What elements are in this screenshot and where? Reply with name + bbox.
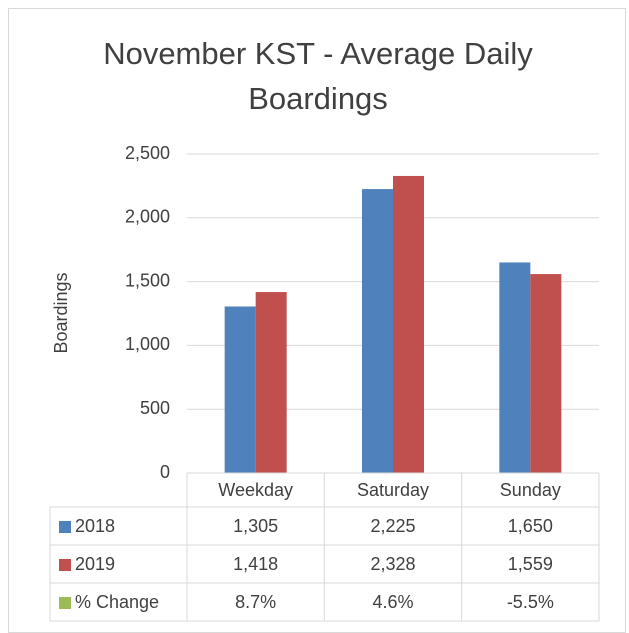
bar [393,175,424,473]
y-tick-label: 1,000 [125,334,170,354]
bar [224,306,256,473]
y-tick-label: 500 [140,398,170,418]
bar [530,274,562,473]
legend-key [59,559,71,571]
table-value: 1,559 [508,554,553,574]
y-axis-label: Boardings [51,272,71,353]
x-tick-label: Saturday [357,480,429,500]
table-value: 4.6% [372,592,413,612]
table-value: 8.7% [235,592,276,612]
chart-title: November KST - Average Daily Boardings [103,36,533,116]
y-tick-label: 0 [160,462,170,482]
legend-label: 2018 [75,516,115,536]
bar [255,292,287,473]
legend-label: 2019 [75,554,115,574]
table-value: -5.5% [507,592,554,612]
table-value: 2,225 [370,516,415,536]
y-tick-label: 2,500 [125,143,170,163]
bar [499,262,531,473]
legend-label: % Change [75,592,159,612]
x-tick-label: Sunday [500,480,561,500]
x-tick-label: Weekday [218,480,293,500]
legend-key [59,597,71,609]
table-value: 1,305 [233,516,278,536]
legend-key [59,521,71,533]
y-tick-label: 2,000 [125,207,170,227]
y-tick-label: 1,500 [125,270,170,290]
table-value: 2,328 [370,554,415,574]
table-value: 1,418 [233,554,278,574]
table-value: 1,650 [508,516,553,536]
bar [362,189,393,473]
